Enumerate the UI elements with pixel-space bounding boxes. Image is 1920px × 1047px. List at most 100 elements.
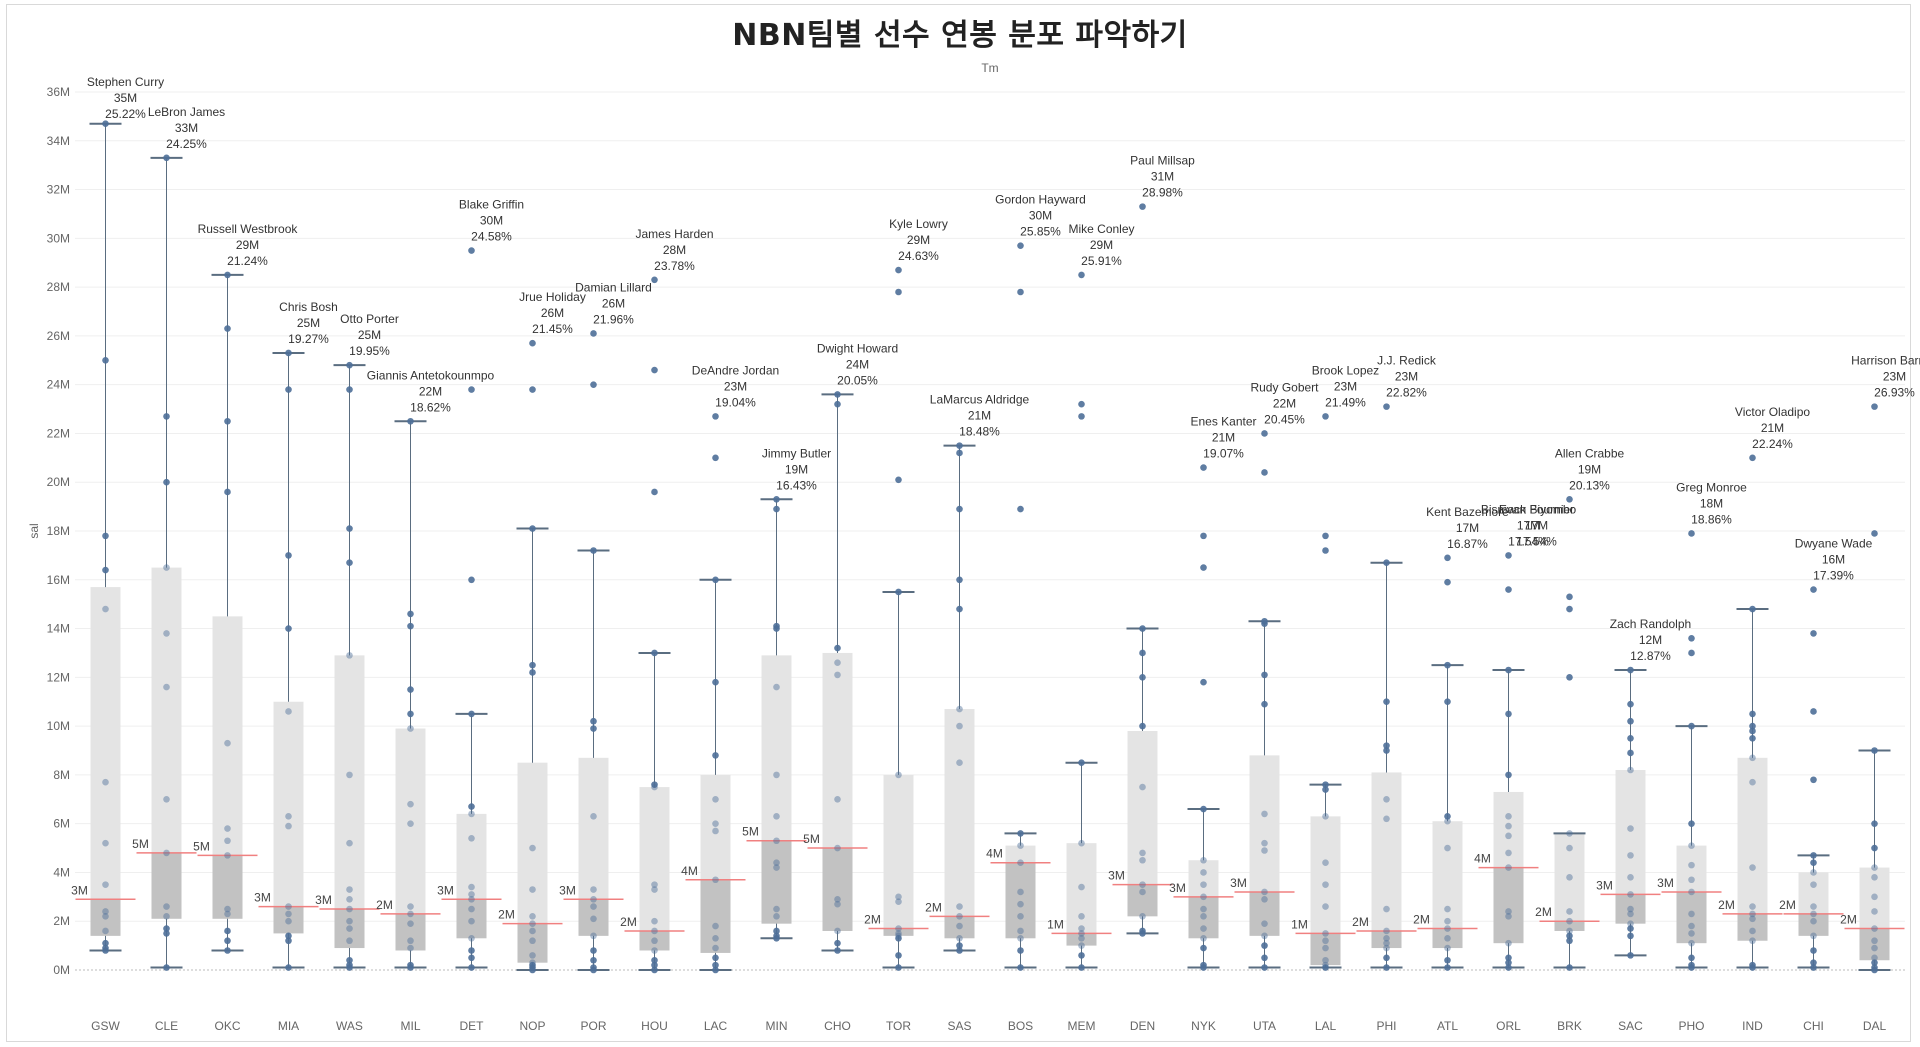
annotation-name: Dwight Howard (817, 341, 898, 355)
data-point (956, 947, 963, 954)
data-point (1200, 913, 1207, 920)
data-point (285, 813, 292, 820)
data-point (1383, 964, 1390, 971)
data-point (468, 895, 475, 903)
data-point (1261, 469, 1268, 476)
data-point (224, 905, 231, 913)
data-point (1871, 403, 1878, 410)
data-point (163, 413, 170, 420)
y-tick-label: 6M (53, 817, 70, 831)
data-point (1688, 939, 1695, 947)
data-point (1627, 874, 1634, 881)
data-point (1505, 954, 1512, 962)
annotation-salary: 23M (1334, 379, 1357, 393)
box-den: 3M (1108, 203, 1173, 937)
y-tick-label: 10M (47, 719, 70, 733)
data-point (1261, 888, 1268, 896)
box-upper (151, 567, 182, 853)
data-point (407, 725, 414, 732)
data-point (1139, 856, 1146, 864)
box-lower (1249, 891, 1280, 936)
y-tick-label: 34M (47, 134, 70, 148)
data-point (529, 927, 536, 935)
data-point (651, 937, 658, 945)
data-point (1810, 869, 1817, 876)
data-point (102, 927, 109, 935)
annotation: Giannis Antetokounmpo 22M 18.62% (367, 368, 495, 414)
annotation-percent: 16.43% (776, 478, 817, 492)
annotation-percent: 12.87% (1630, 649, 1671, 663)
x-tick-label: LAL (1315, 1019, 1337, 1033)
annotation-percent: 20.13% (1569, 478, 1610, 492)
data-point (102, 605, 109, 613)
median-label: 3M (559, 883, 576, 897)
box-lower (1859, 928, 1890, 961)
annotation-salary: 23M (1395, 370, 1418, 384)
data-point (1627, 910, 1634, 918)
annotation-percent: 24.25% (166, 137, 207, 151)
median-label: 3M (315, 893, 332, 907)
data-point (285, 349, 292, 357)
data-point (1688, 635, 1695, 642)
data-point (1871, 925, 1878, 932)
data-point (1444, 813, 1451, 820)
x-tick-label: PHI (1376, 1019, 1396, 1033)
data-point (529, 386, 536, 393)
data-point (1566, 937, 1573, 945)
box-was: 3M (315, 361, 380, 971)
x-tick-label: MIA (278, 1019, 299, 1033)
data-point (651, 917, 658, 925)
box-lower (1127, 884, 1158, 917)
annotation: Harrison Barnes 23M 26.93% (1851, 354, 1920, 400)
y-tick-label: 20M (47, 475, 70, 489)
data-point (712, 934, 719, 942)
data-point (1505, 666, 1512, 674)
data-point (1871, 937, 1878, 945)
data-point (834, 391, 841, 398)
box-lower (1066, 933, 1097, 946)
data-point (407, 610, 414, 618)
data-point (163, 564, 170, 571)
box-lower (578, 899, 609, 936)
data-point (895, 964, 902, 971)
data-point (346, 886, 353, 893)
box-upper (1554, 833, 1585, 922)
data-point (346, 925, 353, 932)
median-label: 5M (132, 837, 149, 851)
data-point (163, 964, 170, 971)
data-point (1749, 722, 1756, 730)
data-point (1688, 649, 1695, 657)
data-point (895, 288, 902, 296)
data-point (1139, 674, 1146, 681)
data-point (1261, 620, 1268, 627)
data-point (1322, 903, 1329, 910)
box-atl: 2M (1413, 554, 1478, 971)
annotation: Dwight Howard 24M 20.05% (817, 341, 898, 387)
data-point (1322, 944, 1329, 952)
data-point (529, 669, 536, 676)
box-lower (1676, 891, 1707, 944)
annotation-salary: 30M (1029, 209, 1052, 223)
annotation-percent: 25.91% (1081, 254, 1122, 268)
data-point (468, 810, 475, 818)
data-point (224, 488, 231, 496)
annotation: Mike Conley 29M 25.91% (1068, 222, 1134, 268)
data-point (712, 827, 719, 835)
annotation-percent: 24.63% (898, 249, 939, 263)
data-point (163, 930, 170, 937)
data-point (712, 966, 719, 974)
annotation: Evan Fournier 17M 17.54% (1499, 502, 1574, 548)
data-point (590, 932, 597, 940)
data-point (895, 588, 902, 596)
annotation: Kyle Lowry 29M 24.63% (889, 217, 948, 263)
box-lower (1615, 894, 1646, 924)
data-point (956, 705, 963, 713)
box-bos: 4M (986, 242, 1051, 971)
data-point (590, 966, 597, 974)
data-point (1627, 920, 1634, 927)
annotation-name: Greg Monroe (1676, 480, 1747, 494)
annotation: Enes Kanter 21M 19.07% (1190, 415, 1256, 461)
data-point (1322, 881, 1329, 888)
data-point (1627, 666, 1634, 674)
data-point (163, 913, 170, 920)
